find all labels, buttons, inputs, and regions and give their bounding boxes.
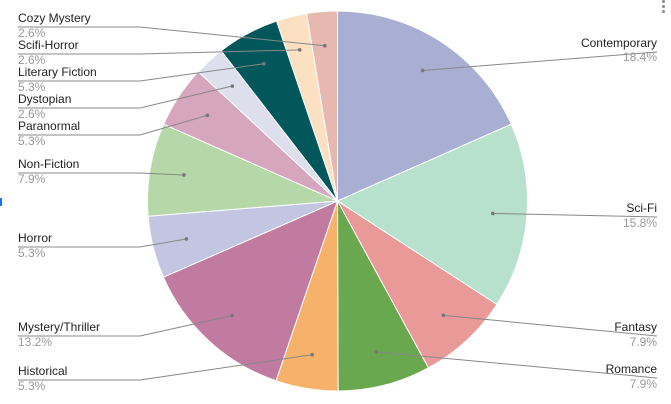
slice-percent-scifi-horror: 2.6% [18,53,46,67]
slice-percent-cozy-mystery: 2.6% [18,26,46,40]
pie-slice-contemporary[interactable] [337,10,512,202]
pie-slice-sci-fi[interactable] [336,123,528,306]
more-vert-icon[interactable] [659,0,669,18]
leader-dot-horror [184,237,189,241]
leader-line-sci-fi [492,212,658,218]
slice-percent-non-fiction: 7.9% [18,172,46,186]
leader-dot-paranormal [205,113,210,118]
leader-line-horror [18,238,187,248]
pie-slice-cozy-mystery[interactable] [306,10,338,202]
slice-label-cozy-mystery: Cozy Mystery [18,11,91,25]
pie-slice-mystery-thriller[interactable] [162,200,339,382]
leader-line-dystopian [18,85,233,109]
slice-label-romance: Romance [606,362,658,376]
leader-dot-dystopian [230,84,235,88]
leader-dot-historical [310,352,314,357]
leader-line-paranormal [18,114,208,136]
leader-dot-sci-fi [491,211,495,216]
slice-percent-dystopian: 2.6% [18,107,46,121]
pie-slice-fantasy[interactable] [337,200,498,369]
leader-line-historical [18,354,313,381]
selection-edge-marker [0,198,2,206]
leader-line-contemporary [422,51,658,71]
leader-dot-non-fiction [182,173,186,177]
slice-percent-sci-fi: 15.8% [623,216,657,230]
slice-label-sci-fi: Sci-Fi [626,201,657,215]
leader-lines [18,26,658,381]
leader-dot-romance [374,350,379,354]
slice-percent-literary-fiction: 5.3% [18,80,46,94]
leader-line-romance [376,351,658,379]
slice-label-mystery-thriller: Mystery/Thriller [18,320,100,334]
leader-line-scifi-horror [18,49,300,55]
slice-label-non-fiction: Non-Fiction [18,157,79,171]
slice-percent-mystery-thriller: 13.2% [18,335,52,349]
slice-label-paranormal: Paranormal [18,119,80,133]
slice-label-dystopian: Dystopian [18,92,71,106]
leader-dot-mystery-thriller [230,313,234,318]
pie-slice-romance[interactable] [337,200,430,392]
slice-percent-contemporary: 18.4% [623,50,657,64]
slice-label-fantasy: Fantasy [614,320,657,334]
leader-line-fantasy [443,314,658,337]
slice-percent-fantasy: 7.9% [630,335,658,349]
leader-dot-fantasy [441,313,446,318]
leader-line-cozy-mystery [18,26,325,47]
slice-label-contemporary: Contemporary [581,36,657,50]
pie-slices [147,10,528,392]
slice-percent-romance: 7.9% [630,377,658,391]
leader-line-non-fiction [18,172,184,176]
slice-percent-paranormal: 5.3% [18,134,46,148]
slice-percent-horror: 5.3% [18,246,46,260]
leader-dot-literary-fiction [262,61,266,66]
slice-label-literary-fiction: Literary Fiction [18,65,97,79]
leader-line-mystery-thriller [18,315,233,337]
leader-dot-contemporary [420,68,425,73]
slice-percent-historical: 5.3% [18,379,46,393]
slice-labels: Contemporary18.4%Sci-Fi15.8%Fantasy7.9%R… [18,11,657,393]
slice-label-horror: Horror [18,231,52,245]
slice-label-scifi-horror: Scifi-Horror [18,38,79,52]
leader-line-literary-fiction [18,63,264,82]
slice-label-historical: Historical [18,364,67,378]
leader-dot-cozy-mystery [323,43,327,48]
pie-slice-non-fiction[interactable] [147,123,338,217]
leader-dot-scifi-horror [297,48,302,52]
